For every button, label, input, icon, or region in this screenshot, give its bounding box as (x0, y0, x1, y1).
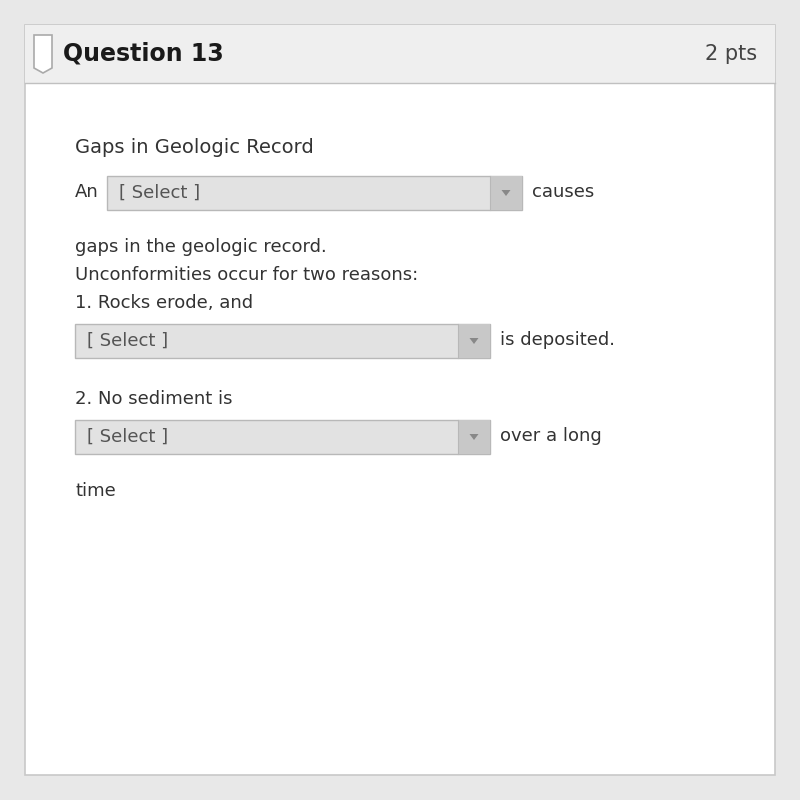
Polygon shape (470, 338, 478, 344)
Polygon shape (470, 434, 478, 440)
Text: [ Select ]: [ Select ] (87, 332, 168, 350)
Bar (75, 324, 490, 358)
Bar (107, 176, 522, 210)
Text: 1. Rocks erode, and: 1. Rocks erode, and (75, 294, 253, 312)
Text: time: time (75, 482, 116, 500)
Text: is deposited.: is deposited. (500, 331, 615, 349)
Text: 2. No sediment is: 2. No sediment is (75, 390, 233, 408)
Polygon shape (34, 35, 52, 73)
Text: causes: causes (532, 183, 594, 201)
Text: [ Select ]: [ Select ] (119, 184, 200, 202)
Text: Gaps in Geologic Record: Gaps in Geologic Record (75, 138, 314, 157)
Text: over a long: over a long (500, 427, 602, 445)
Text: Unconformities occur for two reasons:: Unconformities occur for two reasons: (75, 266, 418, 284)
Bar (75, 420, 490, 454)
Text: gaps in the geologic record.: gaps in the geologic record. (75, 238, 326, 256)
Bar (490, 176, 522, 210)
Bar (25, 25, 775, 83)
Bar (458, 420, 490, 454)
Text: An: An (75, 183, 98, 201)
Bar (458, 324, 490, 358)
Text: 2 pts: 2 pts (705, 44, 757, 64)
Text: Question 13: Question 13 (63, 42, 224, 66)
Polygon shape (502, 190, 510, 196)
Text: [ Select ]: [ Select ] (87, 428, 168, 446)
